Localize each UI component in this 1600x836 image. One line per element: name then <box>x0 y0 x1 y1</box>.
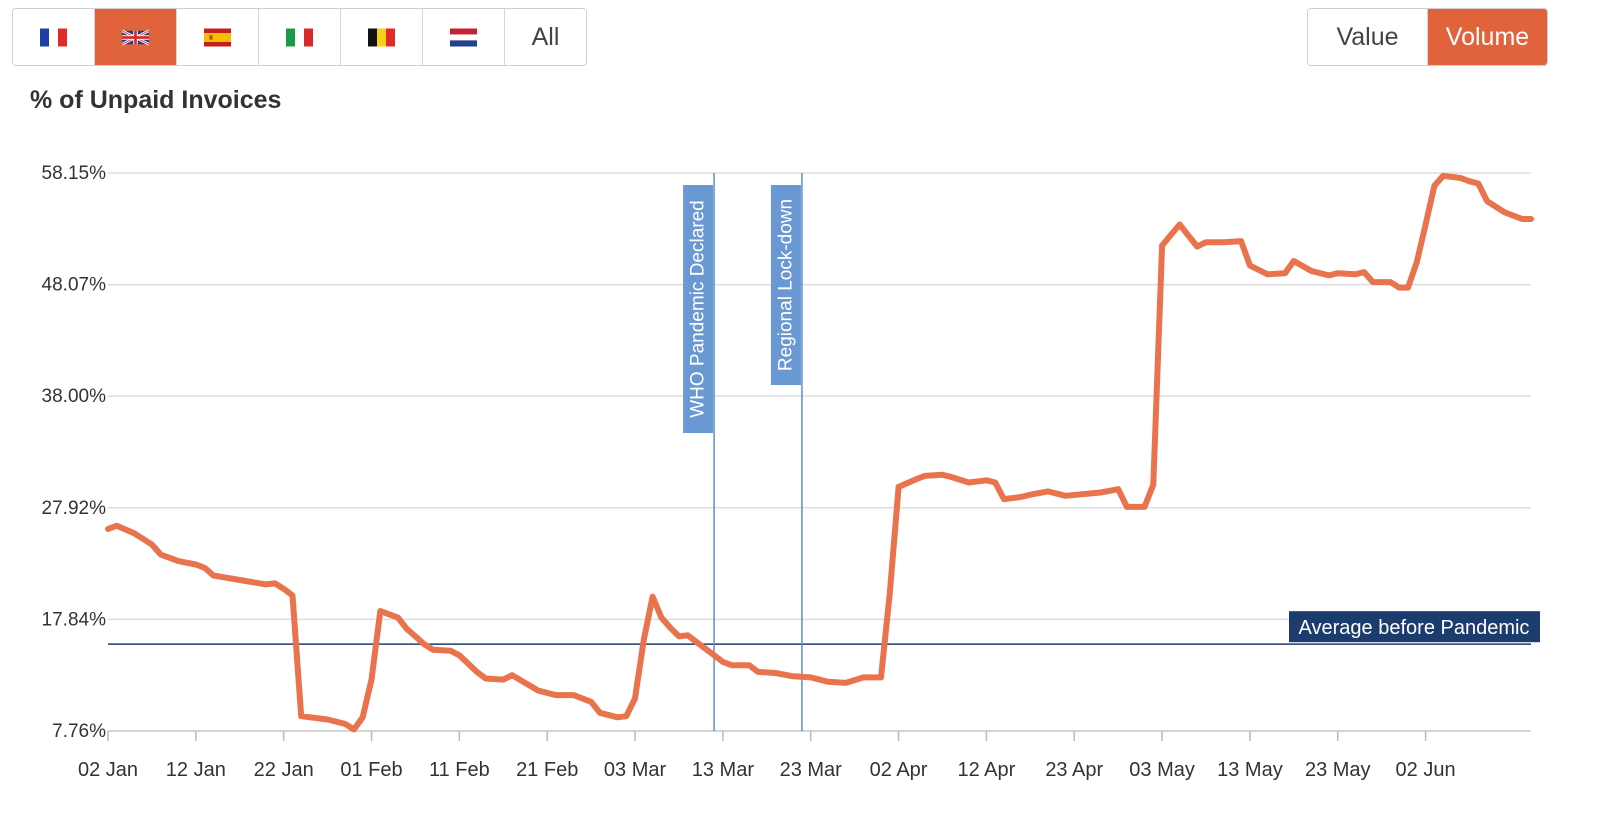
y-tick-label: 38.00% <box>42 386 107 407</box>
x-tick-label: 11 Feb <box>429 759 490 781</box>
country-button-nl[interactable] <box>423 9 505 65</box>
event-label-box <box>770 185 801 385</box>
event-label: Regional Lock-down <box>775 199 796 371</box>
x-tick-label: 02 Jan <box>78 759 138 781</box>
x-tick-label: 21 Feb <box>516 759 578 781</box>
spain-flag-icon <box>204 28 231 46</box>
x-tick-label: 02 Jun <box>1396 759 1456 781</box>
average-label: Average before Pandemic <box>1299 617 1530 639</box>
volume-button[interactable]: Volume <box>1428 9 1547 65</box>
country-button-be[interactable] <box>341 9 423 65</box>
metric-toggle: Value Volume <box>1307 8 1548 66</box>
all-countries-button[interactable]: All <box>505 9 586 65</box>
country-button-it[interactable] <box>259 9 341 65</box>
france-flag-icon <box>40 28 67 46</box>
x-tick-label: 03 Mar <box>604 759 667 781</box>
chart-title: % of Unpaid Invoices <box>30 86 282 114</box>
y-tick-label: 27.92% <box>42 498 107 519</box>
unpaid-invoices-series-line <box>105 172 1534 733</box>
x-tick-label: 22 Jan <box>254 759 314 781</box>
y-tick-label: 7.76% <box>52 721 106 742</box>
country-selector: All <box>12 8 587 66</box>
x-tick-label: 23 Apr <box>1045 759 1103 781</box>
x-tick-label: 12 Apr <box>957 759 1015 781</box>
y-tick-label: 48.07% <box>42 275 107 296</box>
x-tick-label: 23 Mar <box>780 759 843 781</box>
country-button-gb[interactable] <box>95 9 177 65</box>
event-label-box <box>683 185 714 433</box>
x-tick-label: 13 May <box>1217 759 1283 781</box>
country-button-fr[interactable] <box>13 9 95 65</box>
uk-flag-icon <box>122 29 149 45</box>
x-tick-label: 13 Mar <box>692 759 755 781</box>
y-tick-label: 17.84% <box>42 609 107 630</box>
value-button[interactable]: Value <box>1308 9 1428 65</box>
x-tick-label: 03 May <box>1129 759 1195 781</box>
belgium-flag-icon <box>368 28 395 46</box>
netherlands-flag-icon <box>450 28 477 46</box>
x-tick-label: 01 Feb <box>340 759 402 781</box>
y-tick-label: 58.15% <box>42 163 107 184</box>
italy-flag-icon <box>286 28 313 46</box>
country-button-es[interactable] <box>177 9 259 65</box>
average-label-box <box>1289 611 1540 643</box>
x-tick-label: 23 May <box>1305 759 1371 781</box>
x-tick-label: 02 Apr <box>870 759 928 781</box>
event-label: WHO Pandemic Declared <box>688 200 709 418</box>
x-tick-label: 12 Jan <box>166 759 226 781</box>
